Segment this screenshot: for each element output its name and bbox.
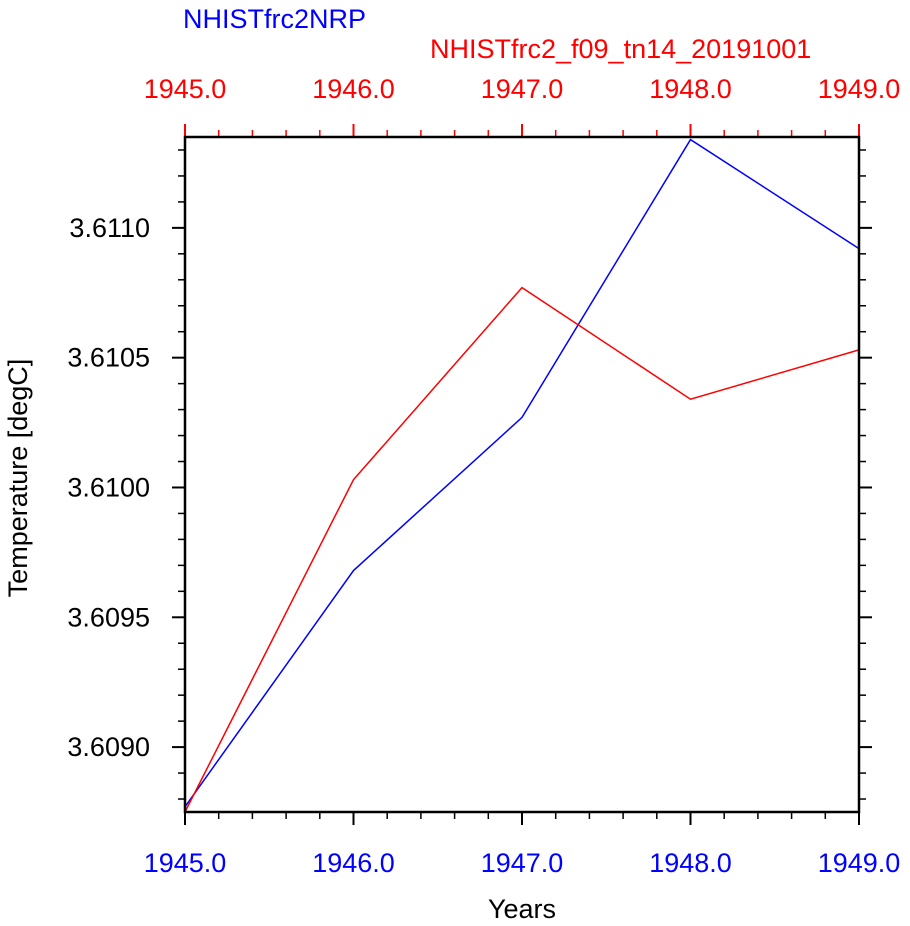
- x-tick-label: 1946.0: [312, 848, 395, 878]
- y-tick-label: 3.6095: [67, 602, 150, 632]
- series-lines: [184, 138, 860, 813]
- series-2-title: NHISTfrc2_f09_tn14_20191001: [430, 34, 811, 64]
- axis-ticks: [172, 124, 872, 825]
- series-line-2: [184, 286, 860, 813]
- plot-frame: [183, 135, 861, 814]
- top-x-tick-label: 1947.0: [481, 74, 564, 104]
- x-axis-label: Years: [488, 894, 556, 924]
- tick-labels: 1945.0 1945.0 1946.0 1946.0 1947.0 1947.0 1948…: [67, 74, 900, 878]
- x-tick-label: 1949.0: [818, 848, 901, 878]
- y-tick-label: 3.6100: [67, 472, 150, 502]
- y-axis-label: Temperature [degC]: [3, 359, 33, 598]
- y-tick-label: 3.6110: [69, 213, 150, 243]
- y-tick-label: 3.6090: [67, 732, 150, 762]
- x-tick-label: 1945.0: [144, 848, 227, 878]
- series-1-title: NHISTfrc2NRP: [183, 4, 366, 34]
- top-x-tick-label: 1948.0: [649, 74, 732, 104]
- series-line-1: [184, 138, 860, 808]
- x-tick-label: 1948.0: [649, 848, 732, 878]
- top-x-tick-label: 1945.0: [144, 74, 227, 104]
- x-tick-label: 1947.0: [481, 848, 564, 878]
- y-tick-label: 3.6105: [67, 343, 150, 373]
- top-x-tick-label: 1949.0: [818, 74, 901, 104]
- top-x-tick-label: 1946.0: [312, 74, 395, 104]
